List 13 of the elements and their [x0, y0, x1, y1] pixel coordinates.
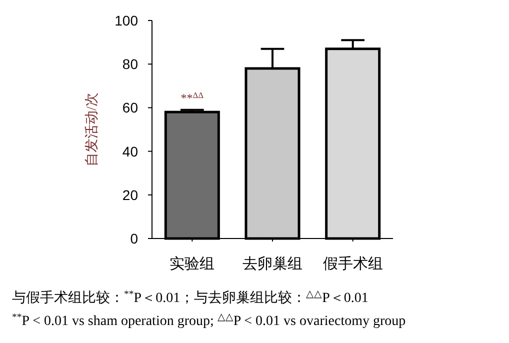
y-axis-title: 自发活动/次	[84, 92, 100, 166]
annotation: **$^{ΔΔ}$	[180, 90, 204, 105]
y-tick-label: 0	[130, 230, 138, 246]
text: 与假手术组比较：$^{**}$P＜0.01；与去卵巢组比较：$^{△△}$P＜0.01	[12, 288, 368, 306]
y-tick-label: 40	[122, 143, 138, 160]
x-tick-label: 去卵巢组	[242, 256, 302, 272]
y-tick-label: 60	[122, 100, 138, 116]
y-tick-label: 100	[114, 12, 138, 28]
text: $^{**}$P < 0.01 vs sham operation group; $^{△△}$P < 0.01 vs ovariectomy group	[12, 312, 406, 329]
y-tick-label: 80	[122, 56, 138, 72]
y-tick-label: 20	[122, 186, 138, 203]
x-tick-label: 实验组	[170, 256, 215, 272]
x-tick-label: 假手术组	[322, 256, 383, 272]
